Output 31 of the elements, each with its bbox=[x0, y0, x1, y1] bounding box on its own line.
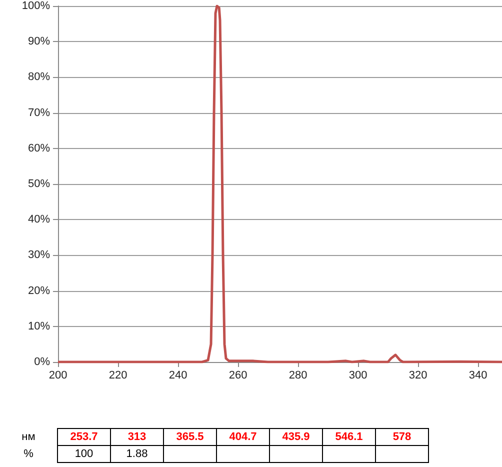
x-tick-label: 240 bbox=[168, 370, 188, 382]
y-tick-label: 40% bbox=[28, 214, 50, 226]
y-tick-label: 10% bbox=[28, 320, 50, 332]
category-label: 313 bbox=[110, 428, 164, 446]
x-tick-label: 340 bbox=[468, 370, 488, 382]
y-tick-label: 20% bbox=[28, 284, 50, 297]
data-label: 100 bbox=[58, 446, 110, 462]
category-label: 404.7 bbox=[216, 428, 270, 446]
text: нм bbox=[20, 430, 36, 445]
y-tick-label: 60% bbox=[28, 142, 50, 154]
text: % bbox=[22, 447, 34, 462]
category-label: 365.5 bbox=[164, 428, 216, 446]
x-tick-label: 320 bbox=[408, 370, 428, 382]
category-label: 435.9 bbox=[270, 428, 322, 446]
x-tick-label: 280 bbox=[288, 370, 308, 382]
line-series bbox=[56, 4, 502, 364]
category-label: 253.7 bbox=[58, 428, 110, 446]
x-tick-label: 200 bbox=[48, 370, 68, 382]
x-tick-label: 260 bbox=[228, 370, 248, 382]
data-label: 1.88 bbox=[110, 446, 164, 462]
y-tick-label: 30% bbox=[28, 249, 50, 262]
y-tick-label: 80% bbox=[28, 71, 50, 84]
y-tick-label: 70% bbox=[28, 106, 50, 119]
category-label: 546.1 bbox=[322, 428, 376, 446]
y-tick-label: 50% bbox=[28, 178, 50, 190]
y-tick-label: 90% bbox=[28, 36, 50, 48]
x-tick-label: 300 bbox=[348, 370, 368, 382]
x-tick-label: 220 bbox=[108, 370, 128, 382]
y-tick-label: 100% bbox=[22, 0, 50, 12]
y-tick-label: 0% bbox=[34, 356, 50, 368]
category-label: 578 bbox=[376, 428, 428, 446]
